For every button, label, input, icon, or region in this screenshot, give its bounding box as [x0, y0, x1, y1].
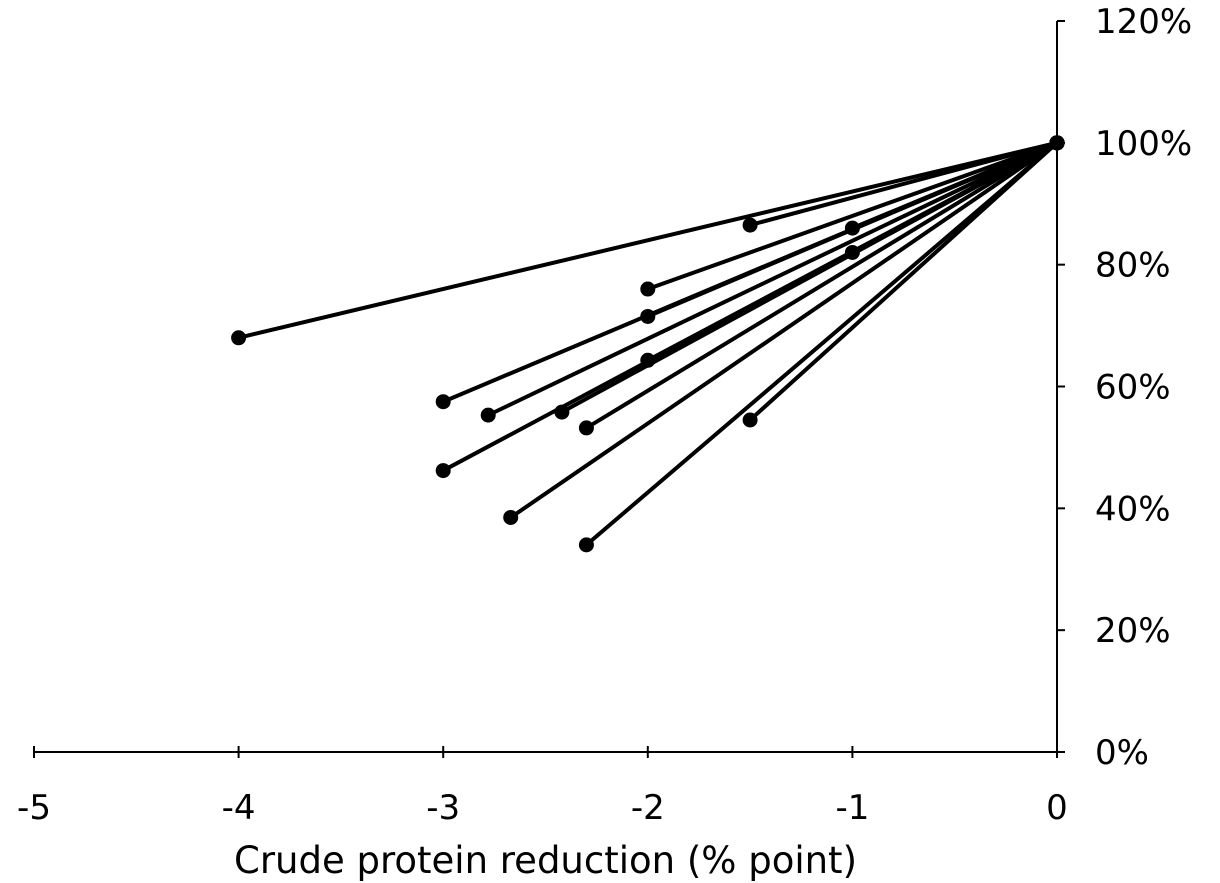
series-line [236, 140, 1059, 340]
series [503, 135, 1065, 525]
series-line [441, 140, 1059, 473]
data-point [742, 217, 758, 233]
series-line [645, 140, 1059, 292]
y-tick-label: 60% [1095, 368, 1171, 408]
y-ticks: 0% 20% 40% 60% 80% 100% 120% [1057, 2, 1192, 773]
data-point [435, 463, 451, 479]
data-point [480, 407, 496, 423]
data-point [578, 537, 594, 553]
data-point [640, 281, 656, 297]
series-line [645, 140, 1059, 319]
series-line [486, 140, 1059, 418]
data-point [435, 394, 451, 410]
series-line [748, 140, 1059, 423]
axes-layer: -5 -4 -3 -2 -1 0 0% 20% 40% 60% 80% 100% 120% [17, 2, 1192, 828]
x-ticks: -5 -4 -3 -2 -1 0 [17, 746, 1068, 828]
y-tick-label: 0% [1095, 733, 1149, 773]
y-tick-label: 20% [1095, 611, 1171, 651]
x-tick-label: -1 [835, 788, 869, 828]
x-tick-label: -3 [426, 788, 460, 828]
x-axis-title: Crude protein reduction (% point) [234, 839, 857, 882]
data-point [503, 509, 519, 525]
y-tick-label: 40% [1095, 489, 1171, 529]
x-tick-label: -4 [222, 788, 256, 828]
series [742, 135, 1065, 428]
series-line [584, 140, 1059, 547]
y-tick-label: 120% [1095, 2, 1192, 42]
x-tick-label: -2 [631, 788, 665, 828]
data-point [231, 330, 247, 346]
data-point [742, 412, 758, 428]
y-tick-label: 100% [1095, 124, 1192, 164]
data-point [578, 420, 594, 436]
data-point [640, 308, 656, 324]
y-tick-label: 80% [1095, 246, 1171, 286]
series-line [508, 140, 1059, 520]
series-line [584, 140, 1059, 430]
series-layer [231, 135, 1065, 553]
series-line [748, 140, 1059, 228]
x-tick-label: 0 [1046, 788, 1068, 828]
x-tick-label: -5 [17, 788, 51, 828]
